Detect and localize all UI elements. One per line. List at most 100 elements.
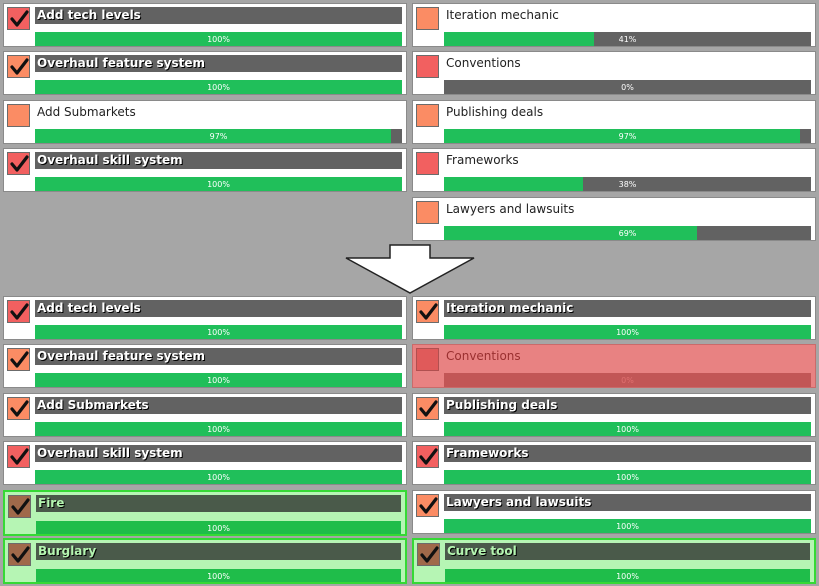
checkbox-icon[interactable]: [7, 104, 30, 127]
task-title: Iteration mechanic: [446, 8, 559, 22]
checkbox-checked-icon[interactable]: [7, 397, 30, 420]
checkbox-checked-icon[interactable]: [7, 7, 30, 30]
checkmark-icon: [10, 155, 29, 172]
checkmark-icon: [419, 497, 438, 514]
checkbox-icon[interactable]: [416, 55, 439, 78]
task-title: Frameworks: [446, 153, 519, 167]
task-card-overhaul-feature-system[interactable]: Overhaul feature system 100%: [3, 51, 407, 95]
task-card-fire[interactable]: Fire 100%: [3, 490, 407, 536]
checkbox-checked-icon[interactable]: [7, 445, 30, 468]
progress-bar: 100%: [36, 521, 401, 534]
checkmark-icon: [11, 498, 30, 515]
task-card-publishing-deals[interactable]: Publishing deals 97%: [412, 100, 816, 144]
checkmark-icon: [10, 448, 29, 465]
progress-fill: [444, 470, 811, 484]
progress-fill: [36, 569, 401, 582]
progress-fill: [444, 325, 811, 339]
progress-fill: [35, 80, 402, 94]
task-card-add-submarkets[interactable]: Add Submarkets 100%: [3, 393, 407, 437]
checkbox-icon[interactable]: [416, 104, 439, 127]
progress-percent-label: 100%: [207, 83, 230, 92]
progress-percent-label: 100%: [616, 522, 639, 531]
checkbox-icon[interactable]: [416, 201, 439, 224]
progress-percent-label: 41%: [618, 35, 637, 44]
checkbox-checked-icon[interactable]: [416, 300, 439, 323]
checkmark-icon: [420, 546, 439, 563]
task-title: Add tech levels: [35, 300, 402, 317]
task-card-add-tech-levels[interactable]: Add tech levels 100%: [3, 3, 407, 47]
checkbox-icon[interactable]: [416, 152, 439, 175]
progress-fill: [444, 519, 811, 533]
progress-fill: [444, 177, 584, 191]
progress-bar: 97%: [444, 129, 811, 143]
task-card-lawyers-and-lawsuits[interactable]: Lawyers and lawsuits 100%: [412, 490, 816, 534]
progress-bar: 100%: [445, 569, 810, 582]
checkbox-checked-icon[interactable]: [416, 397, 439, 420]
task-card-lawyers-and-lawsuits[interactable]: Lawyers and lawsuits 69%: [412, 197, 816, 241]
checkbox-checked-icon[interactable]: [7, 300, 30, 323]
task-card-overhaul-feature-system[interactable]: Overhaul feature system 100%: [3, 344, 407, 388]
task-card-add-tech-levels[interactable]: Add tech levels 100%: [3, 296, 407, 340]
progress-fill: [35, 129, 391, 143]
progress-percent-label: 100%: [207, 572, 230, 581]
checkmark-icon: [419, 400, 438, 417]
task-card-burglary[interactable]: Burglary 100%: [3, 538, 407, 584]
progress-bar: 100%: [35, 177, 402, 191]
checkbox-checked-icon[interactable]: [7, 152, 30, 175]
task-title: Curve tool: [445, 543, 810, 560]
checkmark-icon: [10, 400, 29, 417]
checkbox-checked-icon[interactable]: [417, 543, 440, 566]
checkbox-checked-icon[interactable]: [8, 495, 31, 518]
progress-percent-label: 100%: [616, 572, 639, 581]
checkmark-icon: [419, 448, 438, 465]
checkbox-icon[interactable]: [416, 348, 439, 371]
arrow-down-icon: [345, 244, 475, 294]
progress-percent-label: 100%: [207, 35, 230, 44]
task-title: Lawyers and lawsuits: [444, 494, 811, 511]
progress-bar: 100%: [444, 519, 811, 533]
progress-percent-label: 100%: [207, 473, 230, 482]
task-title: Lawyers and lawsuits: [446, 202, 575, 216]
task-title: Add Submarkets: [37, 105, 136, 119]
checkmark-icon: [10, 351, 29, 368]
progress-percent-label: 100%: [616, 425, 639, 434]
task-card-frameworks[interactable]: Frameworks 100%: [412, 441, 816, 485]
task-card-frameworks[interactable]: Frameworks 38%: [412, 148, 816, 192]
progress-bar: 41%: [444, 32, 811, 46]
checkbox-checked-icon[interactable]: [416, 494, 439, 517]
progress-fill: [35, 422, 402, 436]
progress-bar: 38%: [444, 177, 811, 191]
progress-percent-label: 0%: [621, 83, 634, 92]
task-card-add-submarkets[interactable]: Add Submarkets 97%: [3, 100, 407, 144]
checkbox-checked-icon[interactable]: [8, 543, 31, 566]
checkmark-icon: [10, 303, 29, 320]
task-card-conventions[interactable]: Conventions 0%: [412, 344, 816, 388]
checkmark-icon: [10, 10, 29, 27]
progress-bar: 100%: [444, 325, 811, 339]
progress-bar: 100%: [444, 422, 811, 436]
task-card-iteration-mechanic[interactable]: Iteration mechanic 100%: [412, 296, 816, 340]
task-card-iteration-mechanic[interactable]: Iteration mechanic 41%: [412, 3, 816, 47]
checkbox-checked-icon[interactable]: [7, 348, 30, 371]
progress-percent-label: 100%: [207, 425, 230, 434]
progress-bar: 100%: [444, 470, 811, 484]
progress-fill: [444, 32, 595, 46]
task-card-curve-tool[interactable]: Curve tool 100%: [412, 538, 816, 584]
progress-percent-label: 100%: [207, 376, 230, 385]
task-title: Fire: [36, 495, 401, 512]
progress-percent-label: 97%: [618, 132, 637, 141]
task-card-conventions[interactable]: Conventions 0%: [412, 51, 816, 95]
progress-fill: [444, 226, 698, 240]
checkbox-icon[interactable]: [416, 7, 439, 30]
task-card-overhaul-skill-system[interactable]: Overhaul skill system 100%: [3, 148, 407, 192]
checkmark-icon: [419, 303, 438, 320]
progress-percent-label: 100%: [207, 524, 230, 533]
progress-percent-label: 69%: [618, 229, 637, 238]
task-card-overhaul-skill-system[interactable]: Overhaul skill system 100%: [3, 441, 407, 485]
progress-bar: 100%: [35, 373, 402, 387]
progress-fill: [444, 422, 811, 436]
task-card-publishing-deals[interactable]: Publishing deals 100%: [412, 393, 816, 437]
checkbox-checked-icon[interactable]: [416, 445, 439, 468]
progress-bar: 100%: [35, 470, 402, 484]
checkbox-checked-icon[interactable]: [7, 55, 30, 78]
